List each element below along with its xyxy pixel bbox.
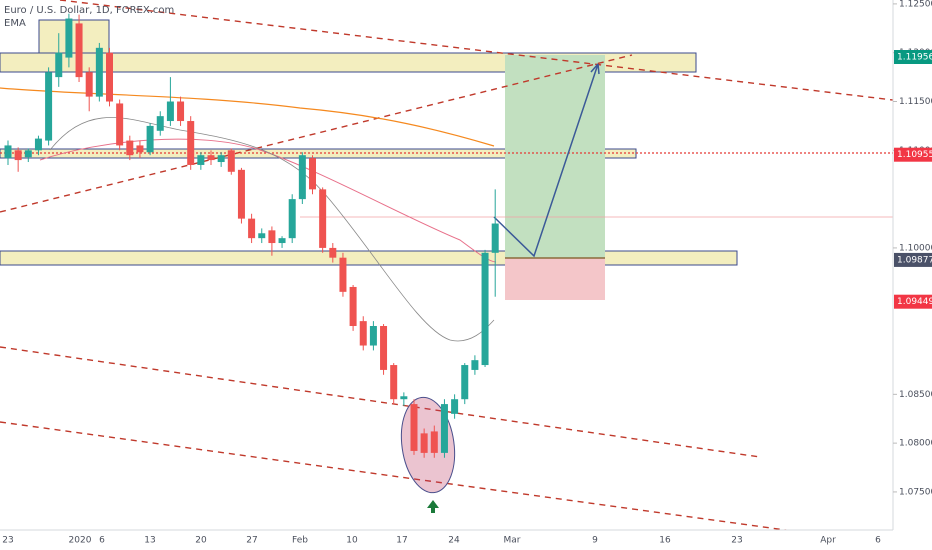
candle-body xyxy=(430,431,438,453)
candle-body xyxy=(177,101,185,122)
y-tick-label: 1.08500 xyxy=(899,390,932,400)
trend-lines xyxy=(0,0,894,533)
candle-body xyxy=(451,399,459,414)
highlight-ellipse xyxy=(400,396,456,494)
price-label: 1.09877 xyxy=(897,255,932,265)
zone xyxy=(38,19,110,54)
x-tick-label: 6 xyxy=(99,536,105,546)
candle-body xyxy=(410,404,418,451)
candle-body xyxy=(55,52,63,78)
candle-body xyxy=(288,199,296,239)
price-label-box xyxy=(894,252,932,267)
y-tick-label: 1.11500 xyxy=(899,97,932,107)
candle-body xyxy=(197,155,205,165)
candle-body xyxy=(45,72,53,141)
price-label-box xyxy=(894,50,932,65)
candle-body xyxy=(339,257,347,292)
candle-body xyxy=(126,140,134,156)
candle-body xyxy=(268,230,276,244)
up-arrow-icon xyxy=(427,500,439,513)
candle-body xyxy=(481,252,489,366)
x-tick-label: 2020 xyxy=(69,536,92,546)
indicator-label: EMA xyxy=(4,18,26,29)
candle-body xyxy=(95,47,103,97)
candle-body xyxy=(75,23,83,78)
price-label: 1.10955 xyxy=(897,150,932,160)
x-tick-label: 13 xyxy=(144,536,155,546)
candle-body xyxy=(471,360,479,370)
y-tick-label: 1.12500 xyxy=(899,0,932,9)
candle-body xyxy=(258,233,266,239)
candle-body xyxy=(227,150,235,172)
x-tick-label: 23 xyxy=(731,536,742,546)
x-tick-label: 27 xyxy=(246,536,257,546)
candle-body xyxy=(217,155,225,163)
candle-body xyxy=(207,155,215,161)
price-label-box xyxy=(894,294,932,309)
x-tick-label: 24 xyxy=(448,536,460,546)
candle-body xyxy=(248,218,256,239)
y-tick-label: 1.08000 xyxy=(899,439,932,449)
candle-body xyxy=(106,52,113,102)
candle-body xyxy=(166,101,174,122)
x-tick-label: 16 xyxy=(659,536,671,546)
price-axis xyxy=(893,0,932,550)
candle-body xyxy=(390,365,398,400)
candle-body xyxy=(329,247,337,258)
price-label: 1.09449 xyxy=(897,297,932,307)
x-tick-label: 10 xyxy=(346,536,358,546)
price-label: 1.11956 xyxy=(897,53,932,63)
candle-body xyxy=(116,103,124,146)
zone xyxy=(0,250,738,266)
ma-line xyxy=(49,117,495,342)
candle-body xyxy=(359,321,367,346)
candle-body xyxy=(4,145,12,159)
candle-body xyxy=(400,396,408,400)
candle-body xyxy=(156,116,164,131)
candle-body xyxy=(136,145,144,153)
x-tick-label: 20 xyxy=(195,536,207,546)
candle-body xyxy=(14,150,22,161)
ema-line xyxy=(0,87,495,147)
projection-arrow xyxy=(493,63,599,258)
arrow-head xyxy=(590,63,600,75)
candle-body xyxy=(34,138,42,151)
chart-title: Euro / U.S. Dollar, 1D, FOREX.com xyxy=(4,5,174,16)
x-tick-label: 9 xyxy=(592,536,598,546)
candle-body xyxy=(380,326,388,370)
candle-body xyxy=(85,72,93,97)
candle-body xyxy=(146,125,154,153)
candle-body xyxy=(298,155,306,200)
candle-body xyxy=(237,169,245,219)
x-tick-label: 17 xyxy=(396,536,407,546)
x-tick-label: Feb xyxy=(292,536,308,546)
x-tick-label: Mar xyxy=(504,536,521,546)
y-tick-label: 1.10000 xyxy=(899,243,932,253)
candle-body xyxy=(187,121,195,165)
candle-body xyxy=(309,158,316,190)
stop-zone xyxy=(505,258,605,300)
target-zone xyxy=(505,55,605,258)
x-tick-label: 6 xyxy=(875,536,881,546)
candle-body xyxy=(278,238,286,244)
candle-body xyxy=(349,286,357,327)
candle-body xyxy=(440,404,448,453)
price-label-box xyxy=(894,147,932,162)
candle-body xyxy=(420,433,428,453)
candle-body xyxy=(369,326,377,346)
candle-body xyxy=(491,223,499,253)
candle-body xyxy=(461,365,469,400)
y-tick-label: 1.07500 xyxy=(899,487,932,497)
time-axis xyxy=(0,530,893,550)
candle-body xyxy=(319,189,327,248)
x-tick-label: 23 xyxy=(2,536,13,546)
x-tick-label: Apr xyxy=(820,536,836,546)
candle-body xyxy=(24,150,32,158)
candle-body xyxy=(65,18,73,58)
